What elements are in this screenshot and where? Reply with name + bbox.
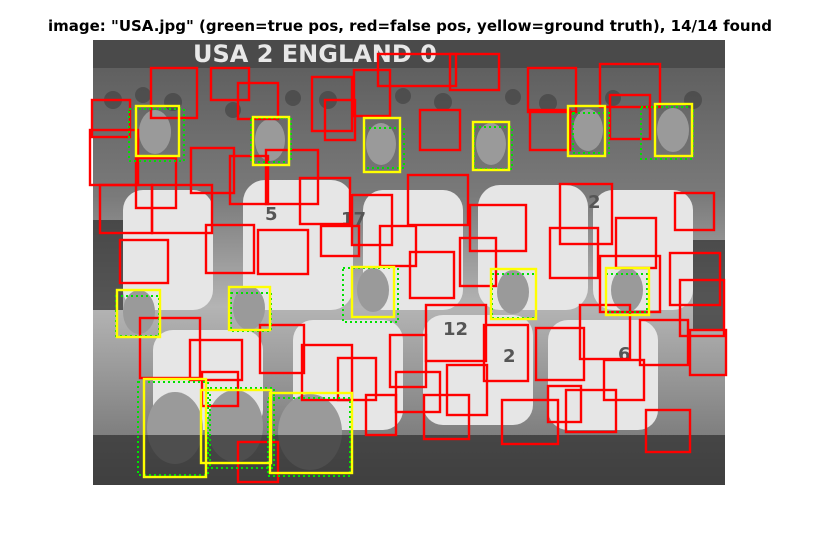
jersey-number: 2 bbox=[503, 346, 516, 367]
banner-text: USA 2 ENGLAND 0 bbox=[193, 40, 437, 68]
figure-title: image: "USA.jpg" (green=true pos, red=fa… bbox=[47, 17, 773, 35]
jersey-number: 12 bbox=[443, 319, 468, 340]
team-photo: USA 2 ENGLAND 0 bbox=[93, 40, 725, 485]
jersey-number: 5 bbox=[265, 204, 278, 225]
team-photo-drawing: USA 2 ENGLAND 0 bbox=[93, 40, 725, 485]
jersey-number: 6 bbox=[618, 344, 631, 365]
jersey-number: 17 bbox=[341, 209, 366, 230]
jersey-number: 2 bbox=[588, 192, 601, 213]
